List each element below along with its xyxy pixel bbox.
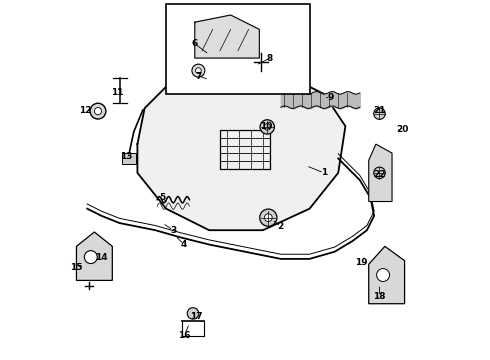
Text: 12: 12	[79, 105, 92, 114]
Text: 19: 19	[355, 258, 368, 267]
Circle shape	[264, 124, 270, 130]
Circle shape	[374, 108, 385, 120]
Circle shape	[260, 209, 277, 226]
Polygon shape	[137, 65, 345, 230]
Text: 11: 11	[111, 87, 124, 96]
Text: 9: 9	[328, 93, 334, 102]
Polygon shape	[122, 153, 136, 164]
Circle shape	[377, 269, 390, 282]
Bar	[166, 4, 310, 94]
Polygon shape	[368, 246, 405, 304]
Circle shape	[90, 103, 106, 119]
Bar	[220, 130, 270, 169]
Circle shape	[95, 108, 101, 115]
Text: 3: 3	[170, 226, 176, 235]
Circle shape	[374, 167, 385, 179]
Text: 7: 7	[195, 72, 201, 81]
Text: 14: 14	[95, 253, 108, 262]
Polygon shape	[76, 232, 112, 280]
Text: 21: 21	[373, 105, 386, 114]
Polygon shape	[368, 144, 392, 202]
Circle shape	[260, 120, 274, 134]
Text: 5: 5	[159, 193, 166, 202]
Text: 6: 6	[192, 39, 198, 48]
Text: 15: 15	[70, 264, 83, 273]
Text: 4: 4	[181, 240, 187, 249]
Text: 2: 2	[278, 222, 284, 231]
Text: 18: 18	[373, 292, 386, 301]
Text: 8: 8	[267, 54, 273, 63]
Circle shape	[265, 214, 272, 221]
Circle shape	[192, 64, 205, 77]
Text: 22: 22	[373, 170, 386, 179]
Circle shape	[187, 308, 199, 319]
Text: 10: 10	[260, 122, 273, 131]
Circle shape	[196, 68, 201, 73]
Text: 17: 17	[190, 312, 203, 321]
Text: 13: 13	[121, 152, 133, 161]
Polygon shape	[195, 15, 259, 58]
Text: 20: 20	[396, 125, 409, 134]
Circle shape	[84, 251, 97, 264]
Text: 1: 1	[321, 168, 327, 177]
Text: 16: 16	[178, 332, 190, 341]
